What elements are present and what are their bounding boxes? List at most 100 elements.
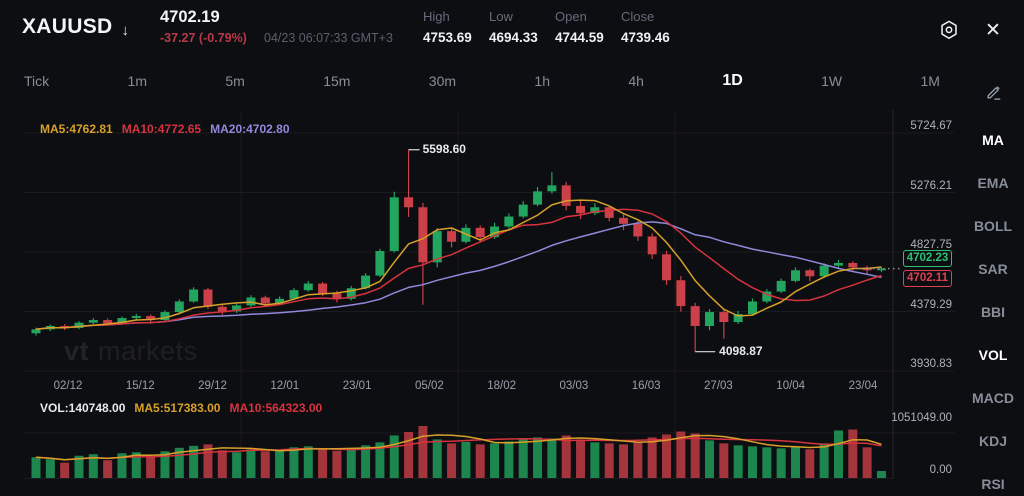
candle-body xyxy=(103,320,113,324)
price-tag-bid: 4702.11 xyxy=(903,269,952,287)
volume-bar xyxy=(88,454,98,478)
stat-value: 4739.46 xyxy=(621,30,670,45)
tab-1w[interactable]: 1W xyxy=(821,73,843,89)
volume-bar xyxy=(647,437,657,478)
x-axis-label: 29/12 xyxy=(198,380,227,392)
volume-bar xyxy=(805,449,815,478)
volume-bar xyxy=(103,460,113,478)
candle-body xyxy=(762,291,772,302)
volume-bar xyxy=(117,453,127,478)
volume-bar xyxy=(790,446,800,478)
ma-line xyxy=(35,434,882,461)
candle-body xyxy=(74,322,84,328)
candle-body xyxy=(404,197,414,208)
candle-body xyxy=(174,301,184,313)
x-axis-label: 05/02 xyxy=(414,380,444,392)
volume-bar xyxy=(819,443,829,478)
indicator-item-sar[interactable]: SAR xyxy=(978,261,1008,277)
candle-body xyxy=(361,275,371,289)
indicator-item-ema[interactable]: EMA xyxy=(977,175,1009,191)
last-price: 4702.19 xyxy=(160,8,220,26)
volume-bar xyxy=(203,444,213,478)
volume-bar xyxy=(733,445,743,478)
candle-body xyxy=(31,329,41,334)
x-axis-label: 10/04 xyxy=(776,380,806,392)
indicator-item-rsi[interactable]: RSI xyxy=(981,476,1005,492)
x-axis-label: 23/04 xyxy=(848,380,878,392)
candle-body xyxy=(160,312,170,321)
ma-line xyxy=(35,199,882,331)
volume-bar xyxy=(45,459,55,478)
x-axis-label: 12/01 xyxy=(270,380,300,392)
bid-price: 4702.11 xyxy=(907,272,948,285)
indicator-item-vol[interactable]: VOL xyxy=(978,347,1008,363)
volume-bar xyxy=(389,435,399,478)
volume-bar xyxy=(490,443,500,478)
timestamp: 04/23 06:07:33 GMT+3 xyxy=(264,31,393,45)
candle-body xyxy=(289,290,299,299)
symbol-selector[interactable]: XAUUSD ↓ xyxy=(22,15,129,39)
ohlc-stats: High 4753.69 Low 4694.33 Open 4744.59 Close 473… xyxy=(423,9,687,45)
volume-bar xyxy=(475,444,485,478)
volume-bar xyxy=(74,455,84,478)
y-axis-label: 4379.29 xyxy=(910,298,952,311)
volume-bar xyxy=(174,447,184,478)
volume-bar xyxy=(848,429,858,478)
close-icon: ✕ xyxy=(985,19,1001,41)
tab-1h[interactable]: 1h xyxy=(534,73,550,89)
volume-bar xyxy=(504,441,514,478)
volume-bar xyxy=(676,431,686,478)
stat-value: 4753.69 xyxy=(423,30,472,45)
volume-bar xyxy=(547,438,557,478)
legend-item: MA10:4772.65 xyxy=(121,122,202,136)
indicator-item-kdj[interactable]: KDJ xyxy=(978,433,1007,449)
close-button[interactable]: ✕ xyxy=(980,17,1006,43)
volume-bar xyxy=(590,442,600,478)
candle-body xyxy=(332,293,342,299)
volume-bar xyxy=(633,441,643,478)
x-axis-label: 15/12 xyxy=(125,380,155,392)
volume-bar xyxy=(576,439,586,478)
volume-bar xyxy=(260,451,270,478)
y-axis-label: 4827.75 xyxy=(910,239,952,251)
candle-body xyxy=(131,316,141,319)
timeframe-tabs: Tick 1m 5m 15m 30m 1h 4h 1D 1W 1M xyxy=(24,66,940,96)
volume-bar xyxy=(289,447,299,478)
indicator-item-ma[interactable]: MA xyxy=(982,132,1004,148)
indicator-item-bbi[interactable]: BBI xyxy=(980,304,1006,320)
tab-30m[interactable]: 30m xyxy=(428,73,457,89)
volume-bar xyxy=(719,443,729,478)
stat-value: 4744.59 xyxy=(555,30,604,45)
tab-1d[interactable]: 1D xyxy=(722,72,743,89)
volume-legend: VOL:140748.00 MA5:517383.00 MA10:564323.00 xyxy=(40,401,322,415)
settings-button[interactable] xyxy=(936,17,962,43)
candle-body xyxy=(189,289,199,302)
candle-body xyxy=(719,312,729,323)
candle-body xyxy=(490,226,500,238)
tab-15m[interactable]: 15m xyxy=(323,73,351,89)
indicator-item-macd[interactable]: MACD xyxy=(972,390,1014,406)
stat-label: Low xyxy=(489,9,513,24)
candle-body xyxy=(876,268,886,271)
volume-bar xyxy=(146,456,156,478)
tab-5m[interactable]: 5m xyxy=(225,73,245,89)
volume-bar xyxy=(361,445,371,478)
draw-tool-button[interactable] xyxy=(984,82,1006,104)
candle-body xyxy=(260,297,270,304)
volume-bar xyxy=(318,449,328,478)
indicator-item-boll[interactable]: BOLL xyxy=(973,218,1013,234)
tab-1m[interactable]: 1m xyxy=(127,73,147,89)
tab-1m[interactable]: 1M xyxy=(920,73,940,89)
legend-item: MA5:517383.00 xyxy=(134,401,221,415)
legend-item: VOL:140748.00 xyxy=(40,401,126,415)
x-axis-label: 23/01 xyxy=(342,380,372,392)
candle-body xyxy=(303,283,313,291)
candle-body xyxy=(232,305,242,312)
stat-open: Open 4744.59 xyxy=(555,9,607,45)
y-axis-label: 3930.83 xyxy=(910,358,952,370)
candle-body xyxy=(318,283,328,294)
tab-4h[interactable]: 4h xyxy=(628,73,644,89)
tab-tick[interactable]: Tick xyxy=(24,73,50,89)
candle-body xyxy=(662,254,672,281)
